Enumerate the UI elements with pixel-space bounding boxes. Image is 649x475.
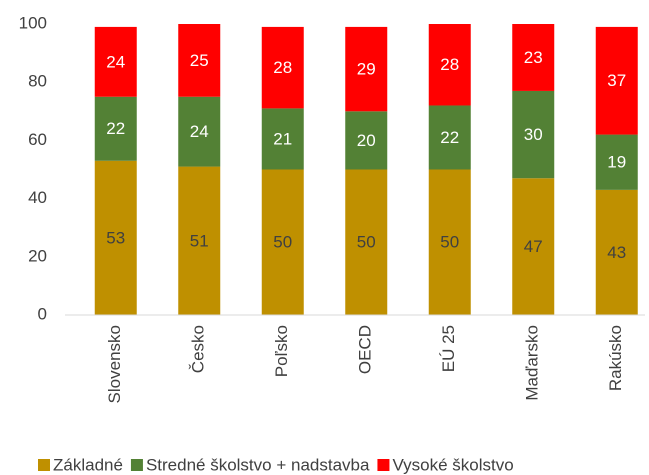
data-label: 43: [607, 243, 626, 262]
data-label: 50: [440, 233, 459, 252]
x-tick-label: Česko: [189, 325, 208, 373]
x-tick-label: Maďarsko: [523, 325, 542, 401]
y-tick-label: 60: [28, 130, 47, 149]
x-tick-label: Slovensko: [105, 325, 124, 403]
bar-segment: [428, 24, 471, 106]
legend-swatch: [377, 459, 390, 471]
data-label: 51: [190, 231, 209, 250]
bar-segment: [595, 134, 638, 190]
x-tick-label: OECD: [356, 325, 375, 374]
data-label: 24: [190, 122, 209, 141]
y-tick-label: 100: [19, 13, 47, 32]
y-tick-label: 0: [38, 304, 47, 323]
bar-segment: [261, 26, 304, 109]
legend-label: Vysoké školstvo: [392, 455, 513, 474]
bar-segment: [178, 166, 221, 315]
legend-swatch: [38, 459, 50, 471]
bar-segment: [345, 111, 388, 170]
bar-segment: [345, 169, 388, 315]
data-label: 50: [273, 233, 292, 252]
data-label: 22: [440, 128, 459, 147]
bar-segment: [512, 24, 555, 91]
data-label: 21: [273, 129, 292, 148]
data-label: 25: [190, 51, 209, 70]
data-label: 22: [106, 119, 125, 138]
data-label: 24: [106, 52, 125, 71]
bar-segment: [512, 178, 555, 315]
bar-segment: [94, 96, 137, 161]
data-label: 19: [607, 153, 626, 172]
data-label: 28: [440, 55, 459, 74]
data-label: 47: [524, 237, 543, 256]
x-tick-label: Rakúsko: [606, 325, 625, 391]
bar-segment: [428, 169, 471, 315]
bar-segment: [595, 189, 638, 315]
data-label: 28: [273, 58, 292, 77]
data-label: 50: [357, 233, 376, 252]
data-label: 30: [524, 125, 543, 144]
bar-segment: [261, 108, 304, 170]
bar-segment: [94, 160, 137, 315]
bar-segment: [428, 105, 471, 170]
x-tick-label: EÚ 25: [439, 325, 458, 372]
y-tick-label: 80: [28, 72, 47, 91]
data-label: 37: [607, 71, 626, 90]
data-label: 20: [357, 131, 376, 150]
data-label: 29: [357, 60, 376, 79]
legend-swatch: [130, 459, 143, 471]
data-label: 53: [106, 228, 125, 247]
bar-segment: [94, 26, 137, 97]
x-tick-label: Poľsko: [272, 325, 291, 377]
bar-segment: [512, 90, 555, 179]
bar-segment: [178, 24, 221, 97]
legend-label: Základné: [53, 455, 123, 474]
legend-label: Stredné školstvo + nadstavba: [146, 455, 370, 474]
bar-segment: [595, 26, 638, 135]
y-tick-label: 20: [28, 246, 47, 265]
bar-segment: [261, 169, 304, 315]
bar-segment: [178, 96, 221, 167]
data-label: 23: [524, 48, 543, 67]
y-tick-label: 40: [28, 188, 47, 207]
bar-segment: [345, 26, 388, 112]
